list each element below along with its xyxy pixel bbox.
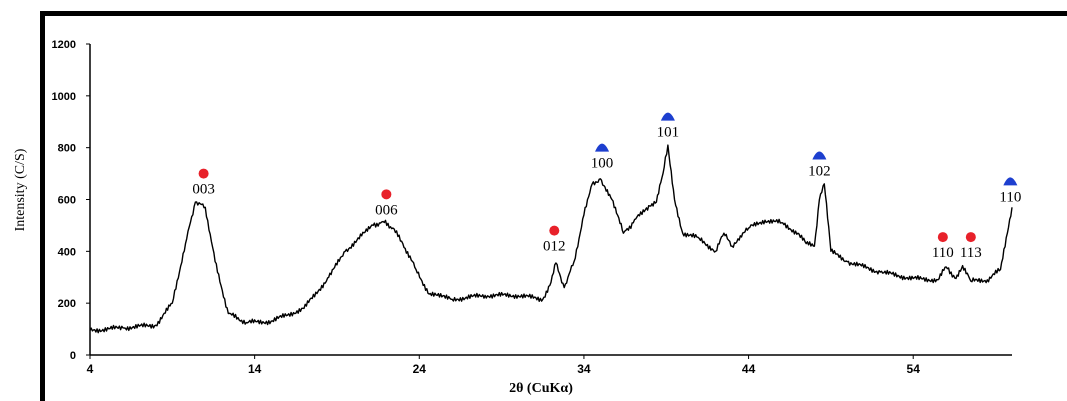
y-tick-label: 1200 — [52, 39, 76, 51]
x-tick-label: 14 — [248, 362, 262, 376]
y-tick-label: 400 — [58, 246, 76, 258]
peak-label: 113 — [960, 245, 982, 261]
peak-label: 100 — [591, 156, 614, 172]
triangle-marker-icon — [660, 112, 675, 121]
peak-label: 102 — [808, 163, 831, 179]
y-tick-label: 600 — [58, 195, 76, 207]
top-border — [44, 11, 1067, 16]
y-tick-label: 0 — [70, 350, 76, 362]
x-axis-ticks: 4 14 24 34 44 54 — [87, 355, 921, 376]
xrd-pattern-line — [89, 144, 1013, 334]
y-axis-ticks: 0 200 400 600 800 1000 1200 — [52, 39, 90, 362]
peak-label: 101 — [657, 125, 680, 141]
peak-label: 110 — [999, 189, 1021, 205]
peak-annotations: 003 006 012 100 101 102 110 113 110 — [192, 112, 1021, 261]
triangle-marker-icon — [595, 143, 610, 152]
triangle-marker-icon — [1003, 177, 1018, 186]
x-axis-title: 2θ (CuKα) — [509, 381, 573, 396]
x-tick-label: 54 — [907, 362, 921, 376]
peak-label: 012 — [543, 239, 566, 255]
y-axis-title: Intensity (C/S) — [13, 148, 28, 231]
x-tick-label: 4 — [87, 362, 94, 376]
circle-marker-icon — [549, 225, 560, 236]
triangle-marker-icon — [812, 151, 827, 160]
y-tick-label: 1000 — [52, 91, 76, 103]
peak-label: 110 — [932, 245, 954, 261]
circle-marker-icon — [198, 168, 209, 179]
y-tick-label: 200 — [58, 298, 76, 310]
x-tick-label: 24 — [413, 362, 427, 376]
peak-label: 006 — [375, 202, 398, 218]
left-border — [40, 11, 45, 401]
x-tick-label: 34 — [577, 362, 591, 376]
y-tick-label: 800 — [58, 143, 76, 155]
circle-marker-icon — [965, 232, 976, 243]
x-tick-label: 44 — [742, 362, 756, 376]
circle-marker-icon — [937, 232, 948, 243]
circle-marker-icon — [381, 189, 392, 200]
peak-label: 003 — [192, 182, 215, 198]
